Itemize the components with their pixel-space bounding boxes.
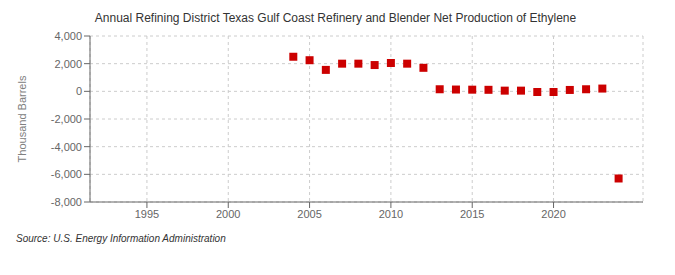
svg-text:-8,000: -8,000	[51, 196, 82, 208]
svg-text:-4,000: -4,000	[51, 141, 82, 153]
html-text:Annual Refining District Texas: Annual Refining District Texas Gulf Coas…	[94, 11, 577, 25]
svg-text:-2,000: -2,000	[51, 113, 82, 125]
svg-text:2015: 2015	[460, 208, 484, 220]
svg-text:1995: 1995	[135, 208, 159, 220]
svg-text:4,000: 4,000	[54, 30, 82, 42]
html-text:Source: U.S. Energy Informatio: Source: U.S. Energy Information Administ…	[16, 233, 226, 244]
svg-text:2000: 2000	[216, 208, 240, 220]
svg-text:-6,000: -6,000	[51, 168, 82, 180]
svg-text:2005: 2005	[297, 208, 321, 220]
svg-text:2,000: 2,000	[54, 58, 82, 70]
svg-text:Thousand Barrels: Thousand Barrels	[16, 75, 28, 162]
svg-text:2010: 2010	[379, 208, 403, 220]
svg-text:2020: 2020	[541, 208, 565, 220]
svg-text:0: 0	[76, 85, 82, 97]
